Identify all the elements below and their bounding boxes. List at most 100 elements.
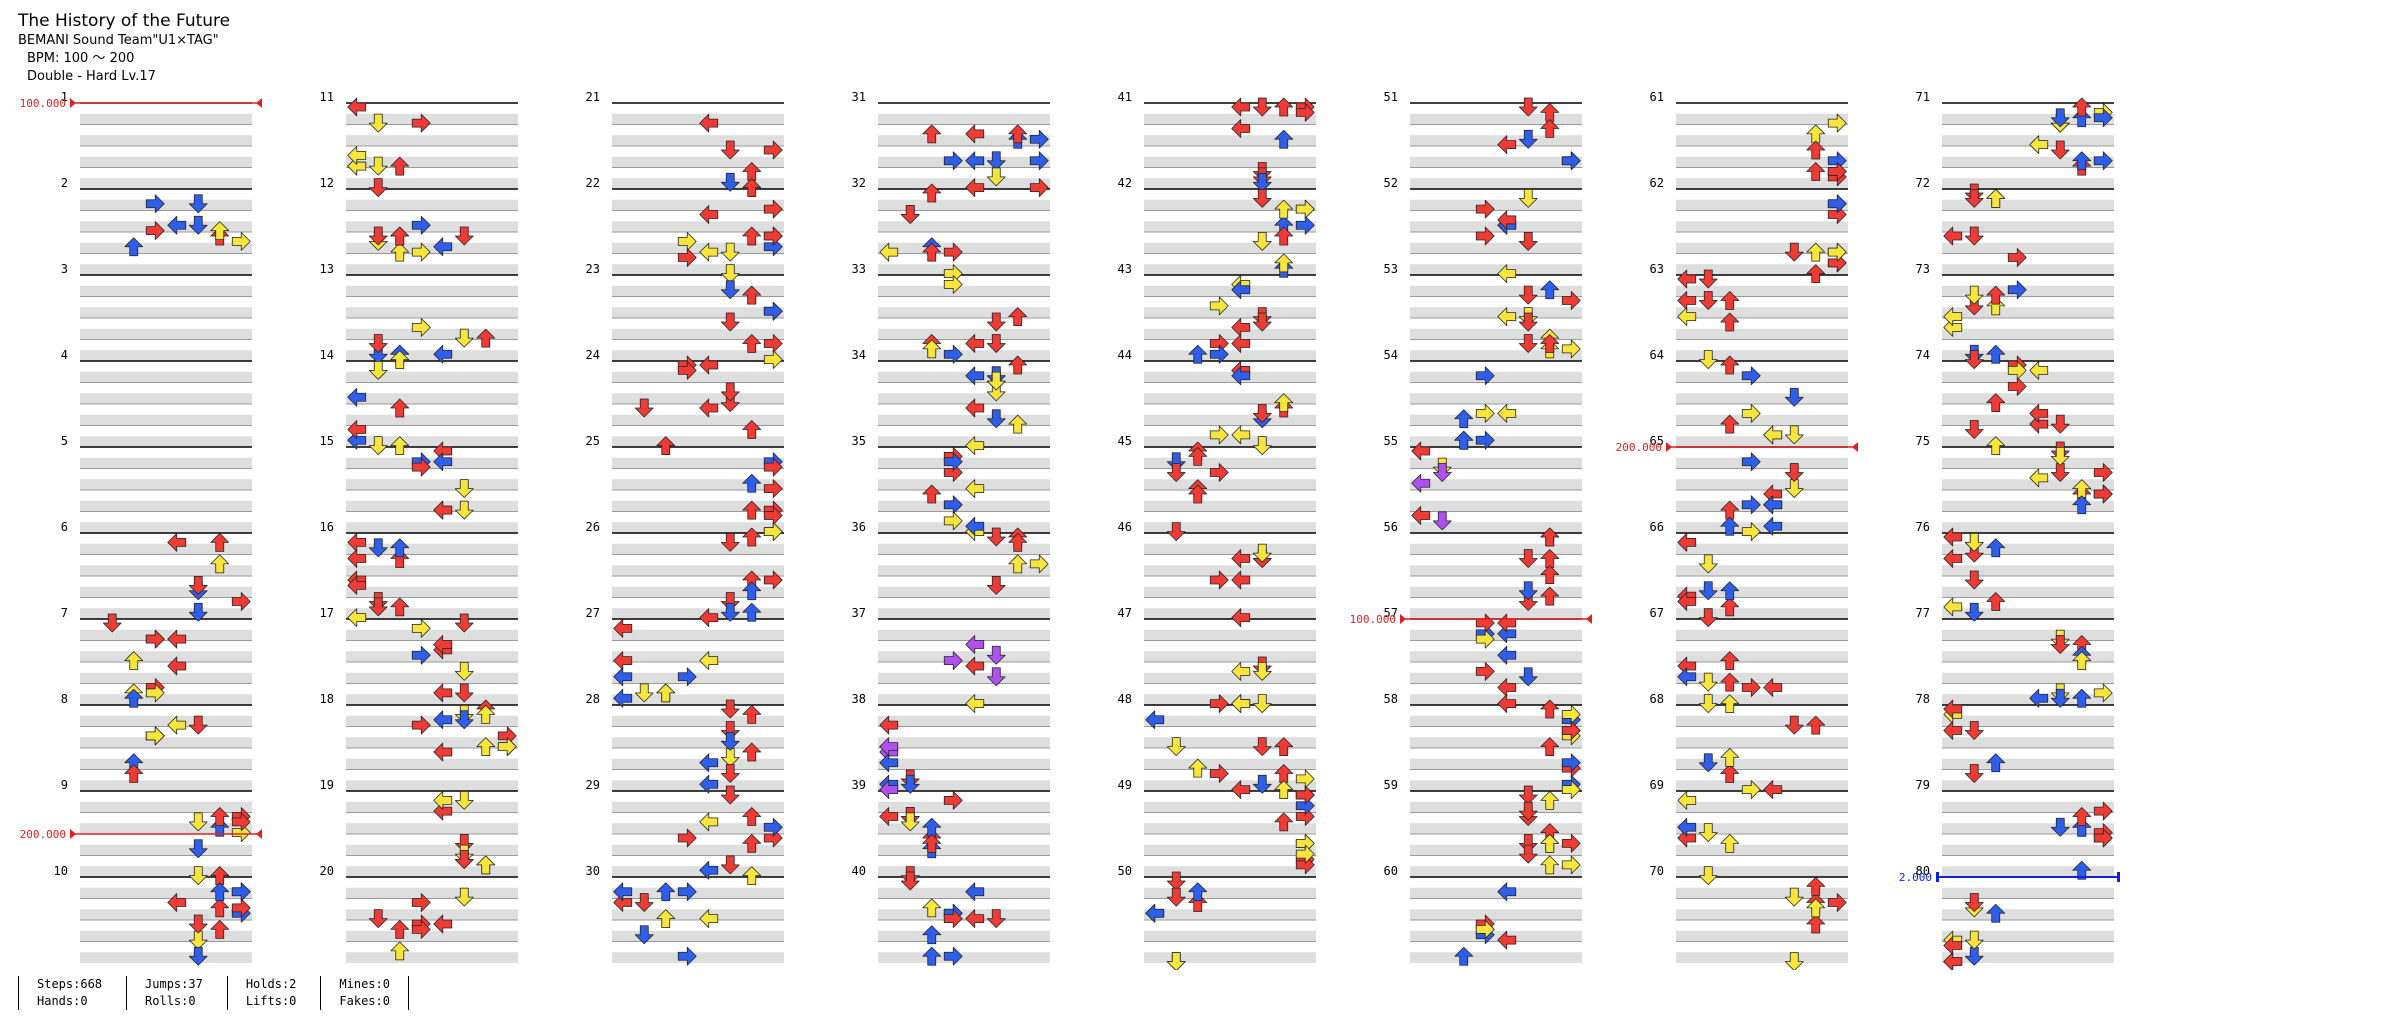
arrow-note	[1497, 403, 1517, 423]
arrow-note	[411, 457, 431, 477]
arrow-note	[1029, 554, 1049, 574]
arrow-note	[454, 661, 474, 681]
beat-stripe	[1676, 715, 1848, 727]
arrow-shape	[1497, 882, 1517, 902]
arrow-note	[210, 221, 230, 241]
arrow-note	[1677, 817, 1697, 837]
arrow-shape	[1008, 307, 1028, 327]
arrow-note	[677, 882, 697, 902]
beat-stripe	[1144, 156, 1316, 168]
beat-stripe	[346, 199, 518, 211]
beat-stripe	[1942, 371, 2114, 383]
arrow-shape	[1454, 430, 1474, 450]
arrow-shape	[699, 205, 719, 224]
beat-stripe	[80, 586, 252, 598]
beat-stripe	[1410, 307, 1582, 318]
arrow-shape	[1029, 129, 1049, 149]
arrow-shape	[1145, 710, 1165, 730]
arrow-shape	[1698, 823, 1718, 843]
arrow-shape	[1827, 113, 1847, 133]
measure-number: 52	[1384, 176, 1398, 190]
arrow-shape	[390, 242, 410, 262]
arrow-shape	[1274, 393, 1294, 413]
arrow-shape	[210, 554, 230, 574]
arrow-note	[390, 919, 410, 939]
measure-number: 36	[852, 520, 866, 534]
arrow-note	[965, 366, 985, 386]
arrow-note	[965, 516, 985, 536]
arrow-shape	[2093, 683, 2113, 703]
beat-stripe	[1410, 909, 1582, 920]
arrow-note	[1827, 194, 1847, 214]
beat-stripe	[1410, 629, 1582, 641]
beat-stripe	[346, 651, 518, 662]
measure-number: 42	[1118, 176, 1132, 190]
arrow-shape	[1231, 549, 1251, 568]
jumps-count: Jumps:37	[145, 977, 203, 991]
beat-stripe	[878, 930, 1050, 942]
arrow-shape	[411, 893, 431, 912]
beat-stripe	[346, 801, 518, 813]
arrow-note	[1827, 113, 1847, 133]
measure-number: 57	[1384, 606, 1398, 620]
beat-stripe	[80, 844, 252, 856]
measure-number: 58	[1384, 692, 1398, 706]
arrow-shape	[411, 645, 431, 665]
arrow-note	[167, 532, 187, 552]
arrow-shape	[1943, 549, 1963, 568]
arrow-note	[1188, 882, 1208, 902]
arrow-note	[1561, 855, 1581, 875]
arrow-shape	[1209, 463, 1229, 482]
measure-number: 73	[1916, 262, 1930, 276]
arrow-shape	[1986, 296, 2006, 316]
beat-stripe	[1144, 199, 1316, 211]
arrow-shape	[1475, 430, 1495, 450]
arrow-shape	[1943, 721, 1963, 740]
arrow-note	[1720, 291, 1740, 310]
arrow-note	[1986, 436, 2006, 456]
arrow-note	[1698, 269, 1718, 289]
arrow-shape	[965, 635, 985, 654]
beat-stripe	[612, 930, 784, 942]
arrow-note	[1475, 366, 1495, 386]
arrow-shape	[1518, 312, 1538, 332]
beat-stripe	[80, 823, 252, 834]
arrow-shape	[411, 113, 431, 133]
arrow-shape	[1720, 694, 1740, 714]
arrow-note	[1188, 484, 1208, 504]
beat-stripe	[1676, 737, 1848, 748]
arrow-note	[454, 500, 474, 520]
arrow-note	[699, 774, 719, 794]
arrow-shape	[656, 882, 676, 902]
arrow-note	[1561, 339, 1581, 359]
beat-stripe	[612, 135, 784, 146]
arrow-note	[145, 629, 165, 649]
arrow-shape	[188, 215, 208, 235]
beat-stripe	[1410, 586, 1582, 598]
arrow-note	[210, 898, 230, 918]
beat-stripe	[80, 801, 252, 813]
beat-stripe	[1942, 586, 2114, 598]
arrow-note	[922, 925, 942, 945]
arrow-shape	[368, 226, 388, 246]
arrow-shape	[2007, 280, 2027, 300]
bpm-change-label: 200.000	[1616, 441, 1662, 454]
arrow-shape	[1784, 952, 1804, 970]
arrow-shape	[1497, 403, 1517, 423]
arrow-shape	[1497, 135, 1517, 155]
arrow-note	[986, 909, 1006, 929]
arrow-shape	[965, 334, 985, 353]
beat-stripe	[80, 457, 252, 469]
arrow-shape	[2029, 135, 2049, 155]
arrow-shape	[1561, 151, 1581, 171]
arrow-note	[720, 592, 740, 611]
beat-stripe	[1676, 672, 1848, 684]
beat-stripe	[1942, 629, 2114, 641]
arrow-shape	[167, 656, 187, 676]
arrow-shape	[1986, 285, 2006, 305]
arrow-note	[1964, 420, 1984, 439]
beat-stripe	[346, 457, 518, 469]
arrow-shape	[368, 178, 388, 198]
arrow-shape	[742, 473, 762, 493]
arrow-shape	[763, 334, 783, 353]
